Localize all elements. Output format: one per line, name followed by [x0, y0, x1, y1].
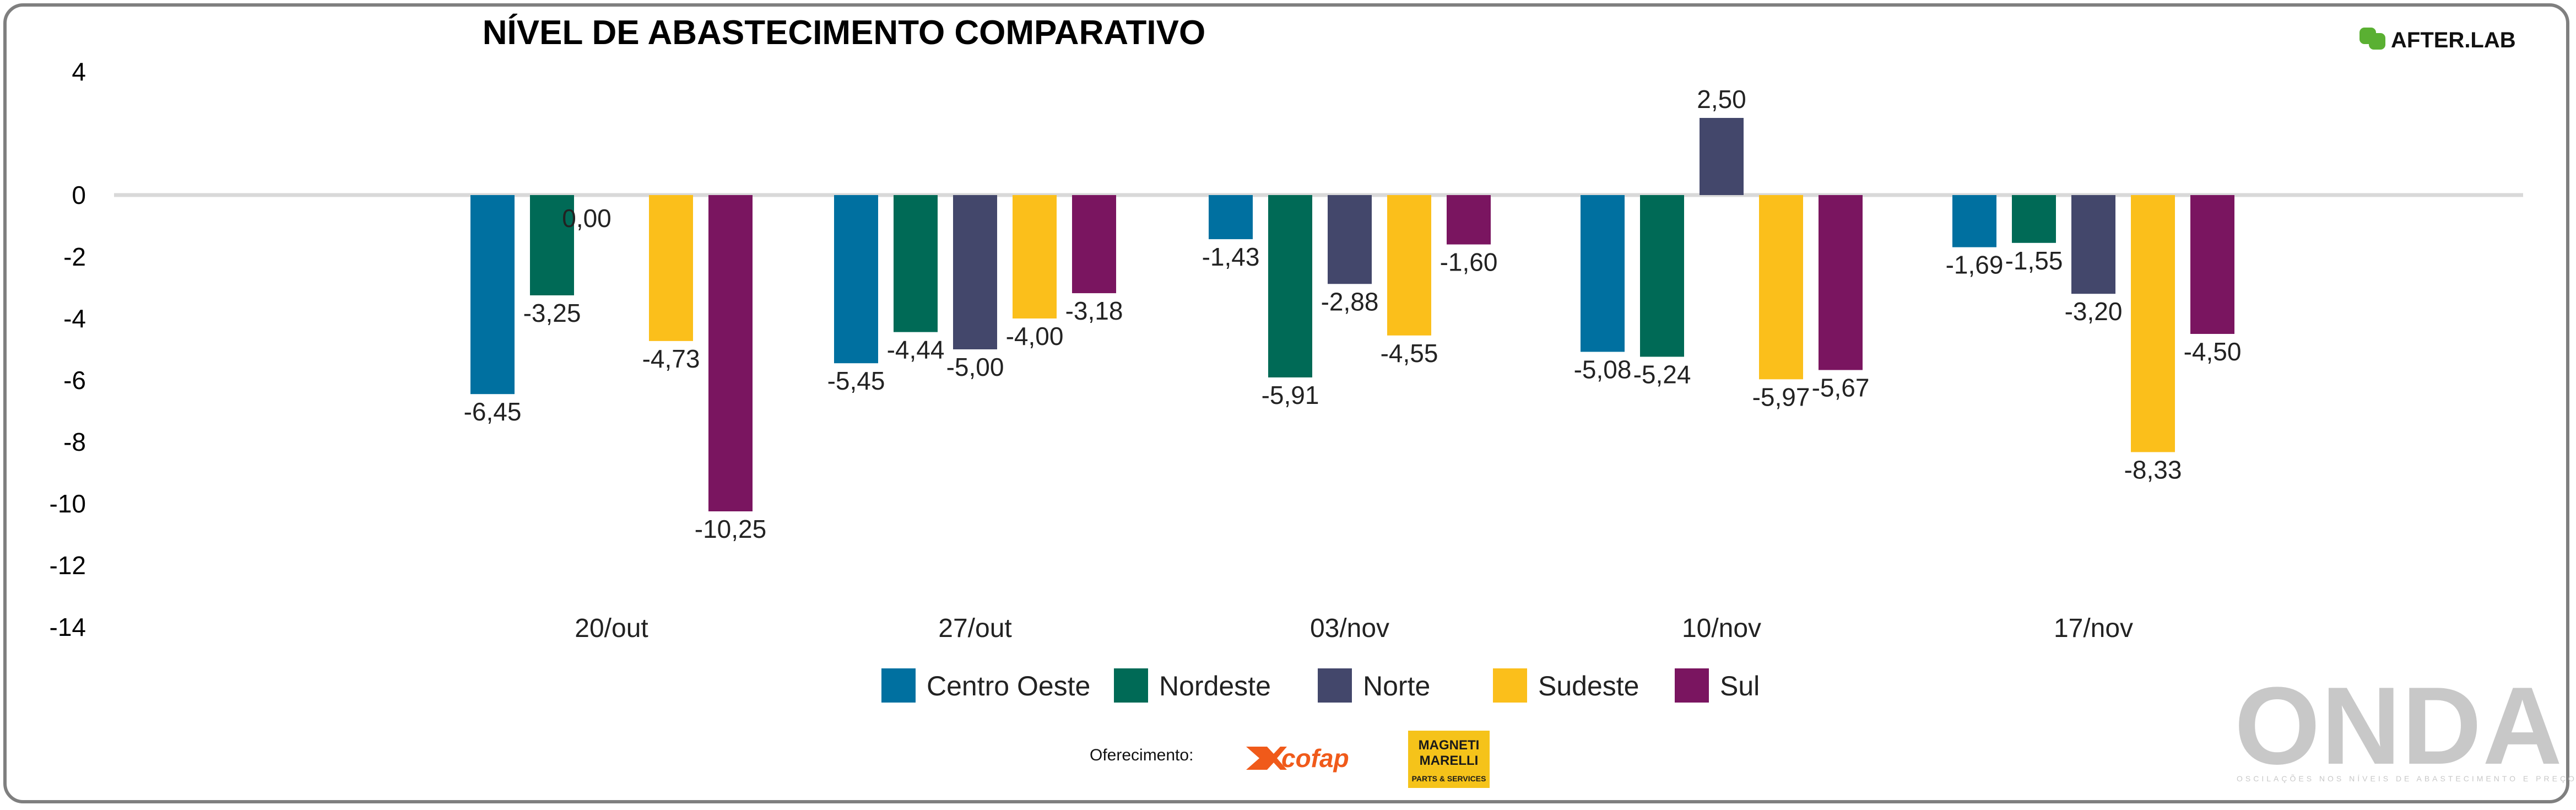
bar: [649, 195, 693, 341]
afterlab-text: AFTER.LAB: [2391, 28, 2516, 52]
legend-swatch: [1114, 668, 1148, 703]
y-tick-label: 0: [72, 181, 86, 209]
onda-logo: ONDA OSCILAÇÕES NOS NÍVEIS DE ABASTECIME…: [2234, 665, 2576, 787]
data-label: -4,73: [642, 344, 700, 373]
bar: [2071, 195, 2115, 294]
data-label: 0,00: [562, 204, 611, 233]
bar: [1581, 195, 1625, 352]
legend-swatch: [1318, 668, 1352, 703]
category-label: 17/nov: [2054, 614, 2133, 643]
data-label: -5,91: [1262, 381, 1319, 409]
data-label: -3,18: [1065, 296, 1123, 325]
data-label: -1,43: [1202, 242, 1260, 271]
legend: Centro Oeste Nordeste Norte Sudeste Sul: [881, 668, 1760, 703]
data-label: -3,20: [2065, 297, 2123, 326]
bar: [2131, 195, 2175, 452]
data-label: -5,45: [827, 366, 885, 395]
y-tick-label: -6: [63, 366, 86, 395]
legend-label: Sul: [1720, 671, 1760, 701]
bar: [530, 195, 574, 295]
data-label: -4,44: [887, 336, 945, 364]
afterlab-logo: AFTER.LAB: [2359, 28, 2516, 52]
data-label: -6,45: [464, 397, 522, 426]
data-label: -4,50: [2184, 337, 2242, 366]
y-tick-label: -12: [50, 551, 86, 580]
y-tick-label: -8: [63, 428, 86, 456]
bar: [470, 195, 515, 395]
category-label: 10/nov: [1682, 614, 1761, 643]
data-label: -5,97: [1752, 382, 1810, 411]
bar: [1072, 195, 1116, 294]
bar: [1700, 118, 1744, 195]
magneti-line3: PARTS & SERVICES: [1412, 774, 1486, 783]
cofap-text: cofap: [1281, 744, 1349, 773]
data-label: -1,69: [1946, 251, 2004, 279]
data-label: -8,33: [2124, 455, 2182, 484]
afterlab-leaf-icon: [2369, 33, 2385, 50]
category-label: 03/nov: [1310, 614, 1389, 643]
bar: [953, 195, 997, 349]
bar: [834, 195, 878, 364]
sponsor-label: Oferecimento:: [1090, 746, 1193, 764]
legend-swatch: [1675, 668, 1709, 703]
data-label: -1,60: [1440, 248, 1498, 277]
data-label: -4,55: [1381, 339, 1438, 368]
legend-label: Norte: [1363, 671, 1430, 701]
data-label: -5,67: [1812, 374, 1870, 402]
y-tick-label: -2: [63, 242, 86, 271]
onda-tagline: OSCILAÇÕES NOS NÍVEIS DE ABASTECIMENTO E…: [2237, 774, 2576, 783]
data-label: -3,25: [523, 299, 581, 327]
y-tick-label: -14: [50, 613, 86, 641]
onda-text: ONDA: [2234, 665, 2563, 787]
legend-label: Sudeste: [1538, 671, 1639, 701]
legend-label: Centro Oeste: [927, 671, 1090, 701]
chart-title: NÍVEL DE ABASTECIMENTO COMPARATIVO: [483, 14, 1205, 52]
bar: [1268, 195, 1312, 377]
data-label: -4,00: [1006, 322, 1064, 350]
y-tick-label: -4: [63, 304, 86, 333]
data-label: -1,55: [2005, 246, 2063, 275]
magneti-line2: MARELLI: [1420, 753, 1479, 768]
data-label: -5,24: [1633, 360, 1691, 388]
magneti-marelli-logo: MAGNETI MARELLI PARTS & SERVICES: [1408, 731, 1490, 788]
bar: [1013, 195, 1057, 318]
category-label: 27/out: [938, 614, 1011, 643]
bar: [2190, 195, 2234, 334]
y-tick-label: 4: [72, 57, 86, 86]
chart-frame: [3, 3, 2569, 803]
y-tick-label: -10: [50, 489, 86, 518]
legend-swatch: [1493, 668, 1527, 703]
bar: [1952, 195, 1996, 247]
bar: [894, 195, 938, 332]
data-labels: -6,45 -3,25 0,00 -4,73 -10,25 -5,45-4,44-5,00…: [464, 85, 2242, 543]
cofap-logo: cofap: [1246, 744, 1349, 773]
data-label: -10,25: [695, 515, 766, 543]
data-label: -5,08: [1574, 355, 1632, 384]
bar: [2012, 195, 2056, 243]
category-labels: 20/out 27/out 03/nov 10/nov 17/nov: [575, 614, 2133, 643]
category-label: 20/out: [575, 614, 648, 643]
data-label: 2,50: [1697, 85, 1746, 114]
magneti-line1: MAGNETI: [1419, 738, 1480, 753]
bar: [1328, 195, 1372, 284]
magneti-marelli-badge: [1408, 731, 1490, 788]
bar: [1447, 195, 1491, 245]
legend-swatch: [881, 668, 916, 703]
bar: [1209, 195, 1253, 240]
bar: [1819, 195, 1863, 370]
bar: [1387, 195, 1431, 336]
legend-label: Nordeste: [1159, 671, 1271, 701]
y-axis-ticks: 4 0 -2 -4 -6 -8 -10 -12 -14: [50, 57, 86, 641]
bar: [1640, 195, 1684, 357]
data-label: -2,88: [1321, 287, 1379, 316]
bar: [1759, 195, 1803, 380]
cofap-arrow-icon: [1246, 747, 1287, 770]
bars: [470, 118, 2234, 511]
data-label: -5,00: [946, 353, 1004, 381]
bar: [708, 195, 753, 511]
